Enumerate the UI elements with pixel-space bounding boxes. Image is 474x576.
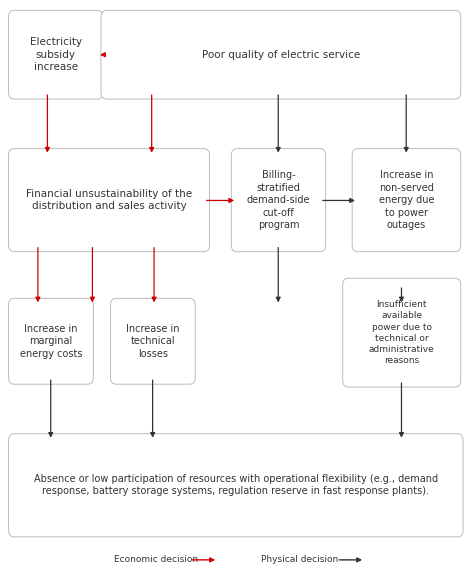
FancyBboxPatch shape xyxy=(352,149,461,252)
Text: Absence or low participation of resources with operational flexibility (e.g., de: Absence or low participation of resource… xyxy=(34,474,438,497)
FancyBboxPatch shape xyxy=(231,149,326,252)
FancyBboxPatch shape xyxy=(343,278,461,387)
FancyBboxPatch shape xyxy=(110,298,195,384)
Text: Economic decision: Economic decision xyxy=(114,555,198,564)
Text: Poor quality of electric service: Poor quality of electric service xyxy=(202,50,360,60)
FancyBboxPatch shape xyxy=(9,434,463,537)
FancyBboxPatch shape xyxy=(9,298,93,384)
Text: Increase in
technical
losses: Increase in technical losses xyxy=(126,324,180,359)
Text: Insufficient
available
power due to
technical or
administrative
reasons: Insufficient available power due to tech… xyxy=(369,301,435,365)
FancyBboxPatch shape xyxy=(9,149,210,252)
FancyBboxPatch shape xyxy=(101,10,461,99)
Text: Electricity
subsidy
increase: Electricity subsidy increase xyxy=(30,37,82,72)
Text: Increase in
non-served
energy due
to power
outages: Increase in non-served energy due to pow… xyxy=(379,170,434,230)
Text: Physical decision: Physical decision xyxy=(261,555,338,564)
Text: Increase in
marginal
energy costs: Increase in marginal energy costs xyxy=(20,324,82,359)
Text: Billing-
stratified
demand-side
cut-off
program: Billing- stratified demand-side cut-off … xyxy=(247,170,310,230)
Text: Financial unsustainability of the
distribution and sales activity: Financial unsustainability of the distri… xyxy=(26,189,192,211)
FancyBboxPatch shape xyxy=(9,10,103,99)
